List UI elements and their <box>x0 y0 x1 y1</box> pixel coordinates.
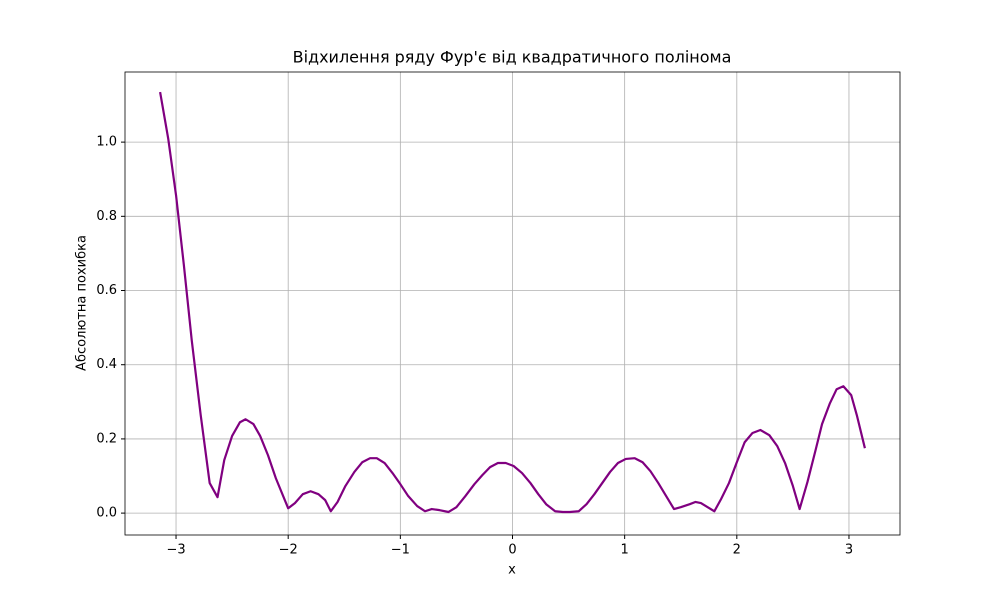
x-tick-label: 1 <box>621 543 629 558</box>
chart-title: Відхилення ряду Фур'є від квадратичного … <box>293 48 732 67</box>
y-tick-label: 1.0 <box>96 135 117 150</box>
y-axis-label: Абсолютна похибка <box>75 235 90 371</box>
x-tick-label: −3 <box>166 543 185 558</box>
y-tick-label: 0.8 <box>96 209 117 224</box>
plot-frame <box>124 71 901 536</box>
x-tick-label: −1 <box>391 543 410 558</box>
x-tick-label: 2 <box>733 543 741 558</box>
y-tick-label: 0.6 <box>96 283 117 298</box>
y-tick-label: 0.0 <box>96 506 117 521</box>
data-line <box>159 91 866 514</box>
x-axis-label: x <box>508 563 516 578</box>
x-tick-label: −2 <box>279 543 298 558</box>
y-tick-label: 0.4 <box>96 357 117 372</box>
y-tick-label: 0.2 <box>96 431 117 446</box>
x-tick-label: 3 <box>845 543 853 558</box>
x-tick-label: 0 <box>508 543 516 558</box>
